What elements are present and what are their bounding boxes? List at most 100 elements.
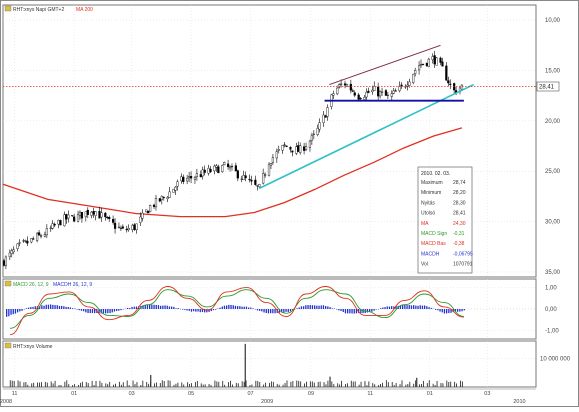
candle-body <box>217 167 219 173</box>
volume-bar <box>59 385 60 387</box>
macd-hist-bar <box>261 309 262 311</box>
volume-bar <box>74 384 75 387</box>
volume-bar <box>292 381 293 387</box>
macd-hist-bar <box>160 306 161 309</box>
macd-hist-bar <box>461 309 462 311</box>
volume-bar <box>333 384 334 387</box>
macd-hist-bar <box>206 309 207 312</box>
volume-bar <box>119 382 120 387</box>
candle-body <box>442 62 444 66</box>
candle-body <box>368 91 370 93</box>
volume-bar <box>255 381 256 387</box>
volume-bar <box>224 385 225 387</box>
macd-hist-bar <box>351 309 352 313</box>
macd-hist-bar <box>241 307 242 309</box>
macd-hist-bar <box>389 307 390 309</box>
macd-hist-bar <box>28 308 29 309</box>
volume-panel: 10 000 000 RHT:xnys Volume <box>3 341 571 387</box>
volume-bar <box>148 384 149 387</box>
volume-bar <box>14 381 15 387</box>
volume-bar <box>191 383 192 387</box>
macd-hist-bar <box>404 305 405 309</box>
candle-body <box>426 63 428 66</box>
candle-body <box>114 223 116 229</box>
macd-hist-bar <box>250 308 251 309</box>
tooltip-row-value: 1070791 <box>453 262 473 268</box>
macd-hist-bar <box>15 309 16 314</box>
tooltip-row-value: -0,38 <box>453 241 465 247</box>
volume-settings-icon[interactable] <box>5 343 11 348</box>
volume-bar <box>400 384 401 387</box>
macd-hist-bar <box>85 309 86 312</box>
macd-hist-bar <box>283 309 284 313</box>
macd-hist-bar <box>310 305 311 309</box>
candle-body <box>399 86 401 91</box>
volume-bar <box>136 382 137 387</box>
candle-body <box>449 84 451 85</box>
tooltip-row-label: Utolsó <box>421 211 435 217</box>
volume-bar <box>271 381 272 387</box>
macd-hist-bar <box>213 309 214 310</box>
tooltip-row-label: Vol <box>421 262 428 268</box>
macd-hist-bar <box>103 309 104 313</box>
volume-bar <box>257 381 258 387</box>
macd-settings-icon[interactable] <box>5 281 11 286</box>
candle-body <box>264 175 266 176</box>
volume-bar <box>175 384 176 387</box>
volume-bar <box>183 385 184 387</box>
volume-bar <box>310 381 311 387</box>
volume-bar <box>101 383 102 387</box>
candle-body <box>418 66 420 70</box>
candle-body <box>461 85 463 89</box>
candle-body <box>101 213 103 217</box>
candle-body <box>141 213 143 218</box>
macd-hist-bar <box>338 309 339 310</box>
macd-hist-bar <box>391 306 392 309</box>
macd-hist-bar <box>417 306 418 309</box>
candle-body <box>346 85 348 87</box>
candle-body <box>249 179 251 180</box>
candle-body <box>17 244 19 249</box>
tooltip-row-label: MACD Bas <box>421 241 446 247</box>
settings-icon[interactable] <box>5 6 11 11</box>
candle-body <box>223 162 225 164</box>
y-tick-label: 15,00 <box>545 68 561 74</box>
candle-body <box>327 108 329 117</box>
macd-hist-bar <box>437 309 438 310</box>
candle-body <box>44 235 46 236</box>
volume-bar <box>324 382 325 387</box>
candle-body <box>9 253 11 257</box>
candle-body <box>408 82 410 86</box>
volume-bar <box>99 381 100 387</box>
candle-body <box>11 251 13 254</box>
macd-hist-bar <box>288 309 289 312</box>
candle-body <box>231 166 233 167</box>
macd-y-tick-label: -1,00 <box>545 328 559 334</box>
macd-hist-bar <box>41 305 42 309</box>
macd-hist-bar <box>226 305 227 309</box>
tooltip-row-label: Maximum <box>421 180 443 186</box>
candle-body <box>297 145 299 151</box>
candle-body <box>262 173 264 183</box>
candle-body <box>251 180 253 181</box>
volume-spike-bar <box>329 377 330 387</box>
candle-body <box>118 227 120 228</box>
candle-body <box>332 94 334 96</box>
month-tick-label: 01 <box>427 391 433 397</box>
volume-bar <box>92 381 93 387</box>
candle-body <box>420 64 422 65</box>
candle-body <box>32 239 34 240</box>
macd-hist-bar <box>237 306 238 309</box>
candle-body <box>256 186 258 187</box>
volume-bar <box>78 385 79 387</box>
macd-hist-bar <box>409 305 410 309</box>
volume-bar <box>115 384 116 387</box>
volume-bar <box>244 382 245 387</box>
volume-bar <box>135 384 136 387</box>
volume-bar <box>312 381 313 387</box>
candle-body <box>358 95 360 99</box>
candle-body <box>155 198 157 207</box>
macd-hist-bar <box>178 308 179 309</box>
candle-body <box>175 187 177 190</box>
